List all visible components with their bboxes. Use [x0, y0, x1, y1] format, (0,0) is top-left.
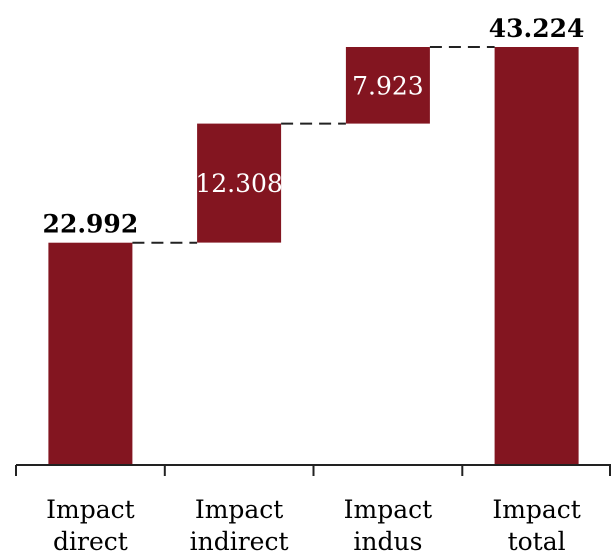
bar-impact-indirect	[197, 123, 282, 243]
connectors-layer	[132, 46, 495, 244]
value-label: 7.923	[352, 71, 424, 100]
x-axis	[15, 464, 611, 476]
bar-impact-indus	[345, 47, 430, 124]
category-labels-layer: Impact direct Impact indirect Impact indus Imp…	[46, 495, 581, 556]
bar-impact-direct	[48, 242, 133, 465]
x-tick-label: Impact indirect	[190, 495, 289, 556]
value-label: 43.224	[489, 14, 585, 43]
value-label: 22.992	[43, 210, 139, 239]
bar-impact-total	[494, 47, 579, 465]
bars-layer	[48, 47, 579, 465]
value-labels-layer: 22.992 12.308 7.923 43.224	[43, 14, 585, 239]
x-tick-label: Impact indus	[344, 495, 433, 556]
value-label: 12.308	[195, 169, 282, 198]
x-tick-label: Impact direct	[46, 495, 135, 556]
x-tick-label: Impact total	[492, 495, 581, 556]
